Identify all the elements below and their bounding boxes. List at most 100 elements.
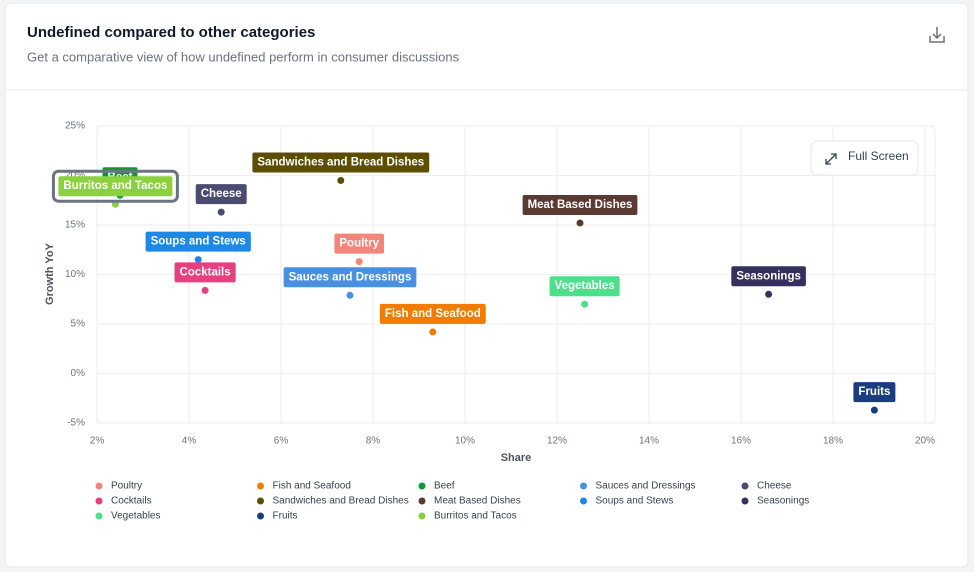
point-label: Vegetables — [549, 276, 620, 297]
legend-label: Fruits — [273, 511, 298, 522]
x-tick-label: 14% — [639, 436, 659, 447]
label-text: Fish and Seafood — [385, 308, 481, 320]
label-bg — [252, 152, 430, 173]
y-tick-label: 0% — [71, 368, 86, 379]
legend-label: Cocktails — [111, 496, 152, 507]
y-axis-label: Growth YoY — [44, 242, 56, 305]
point-label: Fish and Seafood — [379, 303, 486, 324]
legend-swatch — [95, 512, 103, 520]
label-bg — [334, 233, 385, 254]
point — [870, 406, 878, 414]
point-label: Cocktails — [174, 262, 236, 283]
legend-label: Sauces and Dressings — [596, 481, 696, 492]
x-tick-label: 10% — [455, 436, 475, 447]
point — [581, 300, 589, 308]
label-text: Cheese — [201, 188, 242, 200]
legend-label: Fish and Seafood — [273, 481, 351, 492]
chart-subtitle: Get a comparative view of how undefined … — [27, 49, 460, 64]
legend-swatch — [257, 497, 264, 505]
point — [201, 286, 209, 294]
point — [429, 328, 437, 336]
label-highlight — [51, 169, 179, 203]
legend-label: Poultry — [111, 481, 142, 492]
y-tick-label: 5% — [71, 319, 86, 330]
legend-item[interactable]: Fish and Seafood — [257, 481, 351, 492]
legend-swatch — [418, 482, 426, 490]
button-bg — [810, 140, 919, 176]
legend-swatch — [95, 497, 103, 505]
legend-label: Sandwiches and Bread Dishes — [273, 496, 409, 507]
legend-item[interactable]: Burritos and Tacos — [418, 511, 517, 522]
legend-item[interactable]: Beef — [418, 481, 455, 492]
x-tick-label: 18% — [823, 436, 843, 447]
legend-label: Soups and Stews — [596, 496, 674, 507]
legend-swatch — [257, 482, 264, 490]
label-text: Meat Based Dishes — [528, 199, 633, 211]
label-text: Cocktails — [180, 266, 231, 278]
point-label: Seasonings — [731, 266, 806, 287]
grid: 2% 4% 6% 8% 10% 12% 14% 16% 18% 20% -5% 0% 5% 10% 15% 2… — [65, 121, 935, 447]
legend-item[interactable]: Fruits — [257, 511, 298, 522]
legend-item[interactable]: Meat Based Dishes — [418, 496, 521, 507]
point-label: Soups and Stews — [145, 231, 251, 252]
x-tick-label: 4% — [182, 436, 197, 447]
point — [346, 291, 354, 299]
point — [217, 208, 225, 216]
legend-item[interactable]: Poultry — [95, 481, 143, 492]
y-tick-label: 10% — [65, 269, 85, 280]
label-bg — [195, 184, 247, 205]
legend-swatch — [580, 482, 587, 490]
button-label: Full Screen — [848, 149, 909, 163]
legend-item[interactable]: Sandwiches and Bread Dishes — [257, 496, 409, 507]
expand-icon — [825, 153, 837, 165]
label-bg — [853, 382, 896, 403]
point-label: Sandwiches and Bread Dishes — [252, 152, 430, 173]
legend-item[interactable]: Cheese — [741, 481, 792, 492]
label-bg — [283, 267, 417, 288]
full-screen-button[interactable]: Full Screen — [810, 140, 919, 176]
legend-item[interactable]: Cocktails — [95, 496, 152, 507]
legend: Poultry Fish and Seafood Beef Sauces and Dr… — [95, 481, 810, 522]
point — [337, 176, 345, 184]
label-text: Sandwiches and Bread Dishes — [257, 156, 424, 168]
x-tick-label: 8% — [366, 436, 381, 447]
y-tick-label: 25% — [65, 121, 85, 132]
legend-swatch — [418, 512, 426, 520]
download-icon — [929, 27, 945, 43]
legend-item[interactable]: Sauces and Dressings — [580, 481, 696, 492]
legend-label: Seasonings — [757, 496, 809, 507]
label-bg — [145, 231, 251, 252]
label-text: Soups and Stews — [151, 236, 246, 248]
label-text: Seasonings — [736, 270, 801, 282]
legend-label: Vegetables — [111, 511, 161, 522]
point-label: Sauces and Dressings — [283, 267, 417, 288]
x-axis-label: Share — [501, 452, 532, 464]
legend-label: Cheese — [757, 481, 792, 492]
legend-swatch — [257, 512, 264, 520]
legend-swatch — [741, 497, 749, 505]
legend-swatch — [418, 497, 426, 505]
download-button[interactable] — [929, 27, 945, 43]
label-text: Burritos and Tacos — [63, 180, 167, 192]
legend-swatch — [95, 482, 103, 490]
point — [765, 290, 773, 298]
x-tick-label: 20% — [915, 436, 935, 447]
label-text: Sauces and Dressings — [289, 271, 412, 283]
legend-label: Meat Based Dishes — [434, 496, 521, 507]
label-bg — [522, 195, 638, 216]
point-label: Fruits — [853, 382, 896, 403]
x-tick-label: 6% — [274, 436, 289, 447]
legend-item[interactable]: Vegetables — [95, 511, 161, 522]
label-bg — [174, 262, 236, 283]
legend-item[interactable]: Seasonings — [741, 496, 810, 507]
y-tick-label: 20% — [65, 170, 85, 181]
point — [355, 258, 363, 266]
point-label: Burritos and Tacos — [51, 169, 179, 203]
legend-label: Beef — [434, 481, 455, 492]
legend-item[interactable]: Soups and Stews — [580, 496, 673, 507]
label-bg — [731, 266, 806, 287]
label-text: Vegetables — [555, 280, 615, 292]
